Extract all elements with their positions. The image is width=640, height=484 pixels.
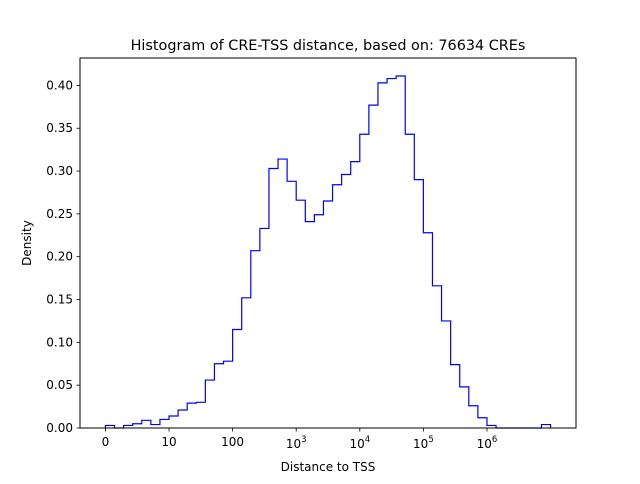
x-tick-label: 106 [477, 435, 498, 451]
y-tick-label: 0.00 [46, 421, 73, 435]
x-tick-label: 105 [413, 435, 434, 451]
x-tick-label-exponent: 4 [365, 435, 370, 445]
plot-layer [104, 75, 552, 429]
y-tick-label: 0.10 [46, 335, 73, 349]
axes-frame [79, 57, 577, 429]
x-tick-label: 0 [102, 435, 110, 449]
y-tick-label: 0.30 [46, 164, 73, 178]
x-tick-label: 100 [221, 435, 244, 449]
x-tick-label-exponent: 5 [428, 435, 433, 445]
x-tick-label-exponent: 6 [492, 435, 497, 445]
x-axis-label: Distance to TSS [281, 460, 376, 474]
y-tick-label: 0.40 [46, 78, 73, 92]
y-tick-label: 0.35 [46, 121, 73, 135]
x-tick-label-base: 10 [477, 437, 492, 451]
x-tick-label-base: 10 [286, 437, 301, 451]
x-tick-label: 104 [349, 435, 370, 451]
y-tick-label: 0.05 [46, 378, 73, 392]
x-tick-label: 10 [161, 435, 176, 449]
x-tick-label-base: 10 [349, 437, 364, 451]
y-tick-label: 0.15 [46, 293, 73, 307]
x-axis: 0 10 100 103 104 105 106 [102, 428, 498, 451]
x-tick-label: 103 [286, 435, 307, 451]
y-axis: 0.00 0.05 0.10 0.15 0.20 0.25 0.30 0.35 0.40 [46, 78, 80, 435]
y-tick-label: 0.20 [46, 250, 73, 264]
chart-title: Histogram of CRE-TSS distance, based on:… [131, 38, 526, 54]
histogram-step-outline [104, 75, 552, 429]
y-axis-label: Density [20, 220, 34, 266]
x-tick-label-base: 10 [413, 437, 428, 451]
x-tick-label-exponent: 3 [301, 435, 306, 445]
y-tick-label: 0.25 [46, 207, 73, 221]
